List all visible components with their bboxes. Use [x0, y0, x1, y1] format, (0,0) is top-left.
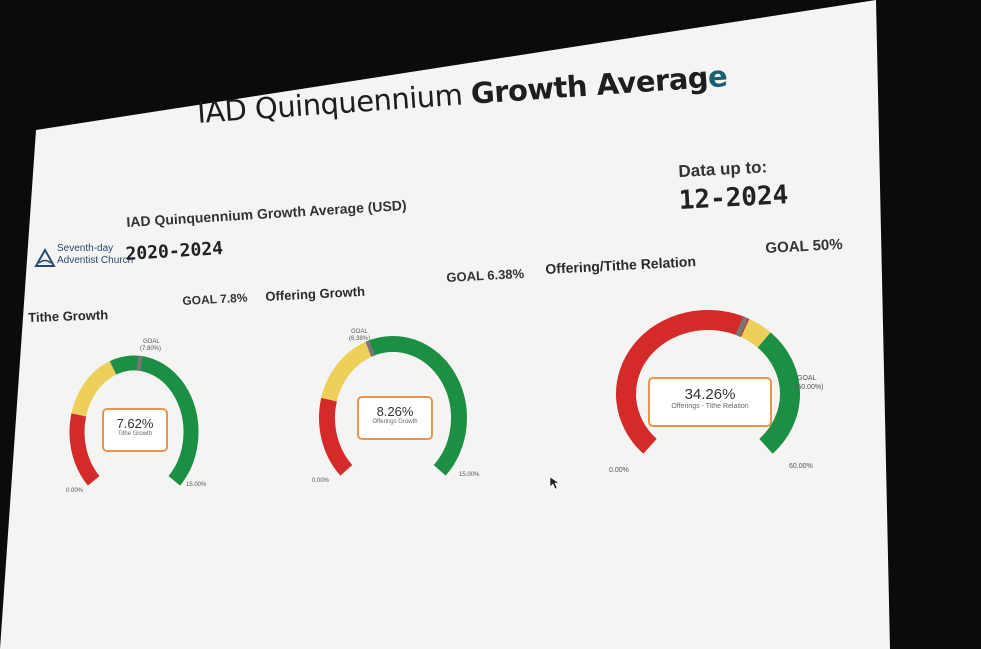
mouse-cursor-icon: [549, 476, 559, 490]
offering-tithe-relation-gauge: [616, 310, 800, 454]
gauge-needle: [136, 355, 143, 371]
tithe-growth-gauge: [69, 355, 199, 486]
gauge-segment-green: [365, 336, 467, 476]
gauge-segment-green: [109, 355, 199, 486]
relation-min-label: 0.00%: [609, 467, 629, 474]
logo-text-line1: Seventh-day: [57, 243, 114, 254]
gauge-segment-yellow: [71, 361, 117, 417]
tithe-growth-value-box: 7.62% Tithe Growth: [102, 408, 168, 452]
offering-goal-small: GOAL: [351, 329, 368, 335]
relation-goal-small: GOAL: [797, 375, 817, 382]
relation-goal-small-value: (50.00%): [795, 384, 824, 391]
gauge-segment-green: [757, 332, 800, 454]
offering-max-label: 15.00%: [459, 472, 480, 478]
relation-caption: Offerings - Tithe Relation: [671, 403, 749, 410]
gauge-segment-red: [319, 397, 353, 476]
tithe-growth-value: 7.62%: [116, 416, 154, 431]
relation-max-label: 60.00%: [789, 463, 813, 470]
tithe-min-label: 0.00%: [66, 488, 84, 494]
tithe-growth-caption: Tithe Growth: [117, 431, 153, 437]
gauge-segment-red: [69, 413, 100, 486]
tithe-max-label: 15.00%: [186, 482, 207, 488]
offering-growth-value: 8.26%: [376, 404, 414, 419]
offering-goal-small-value: (6.38%): [349, 336, 371, 342]
relation-value: 34.26%: [684, 386, 736, 403]
offering-growth-gauge: [319, 336, 467, 476]
offering-growth-value-box: 8.26% Offerings Growth: [357, 396, 433, 440]
tithe-goal-small: GOAL: [143, 339, 160, 345]
offering-min-label: 0.00%: [312, 478, 330, 484]
tithe-goal-small-value: (7.80%): [140, 346, 162, 352]
gauge-needle: [735, 316, 749, 337]
relation-value-box: 34.26% Offerings - Tithe Relation: [648, 377, 772, 427]
offering-growth-caption: Offerings Growth: [372, 419, 418, 425]
gauge-segment-yellow: [740, 318, 771, 348]
logo-text-line2: Adventist Church: [57, 255, 134, 266]
church-logo-icon: [34, 247, 56, 267]
gauge-segment-yellow: [321, 341, 373, 402]
gauge-segment-red: [616, 310, 750, 454]
gauge-needle: [365, 340, 375, 357]
